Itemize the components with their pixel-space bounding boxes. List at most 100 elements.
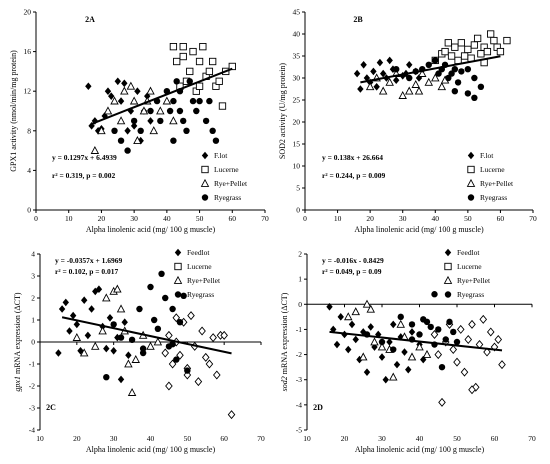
data-point (490, 36, 498, 45)
legend-marker (444, 291, 452, 298)
data-point (146, 86, 155, 95)
data-point (326, 303, 333, 311)
regression-equation: y = 0.1297x + 6.4939 (52, 153, 117, 162)
regression-stats: r² = 0.102, p = 0.017 (55, 267, 119, 276)
data-point (104, 87, 112, 95)
data-point (458, 68, 465, 75)
y-tick-label: 5 (296, 184, 300, 193)
data-point (378, 86, 388, 95)
data-point (420, 355, 427, 364)
data-point (451, 88, 459, 95)
legend-label: Lucerne (457, 262, 482, 271)
data-point (94, 127, 102, 135)
panel-2c: -4 -3 -2 -1 0 1 2 3 4 10 20 30 40 50 60 70 Alpha linolen… (13, 248, 265, 454)
y-tick-label: 8 (27, 126, 31, 135)
data-point (422, 349, 432, 358)
data-point (114, 333, 121, 342)
data-point (102, 293, 111, 302)
data-point (121, 79, 128, 88)
data-point (149, 126, 159, 135)
legend-marker (443, 275, 453, 284)
data-point (398, 90, 407, 99)
data-point (431, 291, 438, 298)
y-tick-label: 0 (298, 300, 302, 309)
data-point (209, 127, 216, 134)
data-point (473, 34, 482, 43)
data-point (146, 341, 155, 350)
data-point (73, 320, 81, 329)
y-tick-label: 10 (293, 162, 301, 171)
data-point (464, 66, 472, 73)
data-point (81, 296, 88, 304)
data-point (184, 367, 191, 374)
y-tick-label: -5 (296, 426, 302, 435)
data-point (454, 56, 462, 65)
data-point (453, 357, 461, 367)
data-point (370, 337, 379, 346)
data-point (415, 342, 424, 351)
data-point (451, 43, 459, 51)
data-point (114, 77, 121, 86)
data-point (494, 334, 503, 344)
data-point (345, 345, 352, 354)
data-point (153, 337, 163, 346)
x-tick-label: 60 (229, 214, 237, 223)
data-point (435, 326, 442, 333)
data-point (425, 61, 432, 68)
data-point (116, 304, 126, 313)
x-axis-title: Alpha linolenic acid (mg/ 100 g muscle) (354, 225, 484, 234)
y-tick-label: -2 (29, 382, 35, 391)
data-point (487, 30, 495, 38)
data-point (133, 136, 142, 145)
data-point (503, 36, 511, 45)
legend-label: Rye+Pellet (187, 276, 221, 285)
data-point (454, 79, 462, 86)
panel-label: 2A (85, 15, 95, 24)
y-tick-label: 1 (298, 275, 302, 284)
data-point (202, 117, 210, 125)
data-point (486, 327, 495, 337)
data-point (390, 346, 397, 353)
legend-label: Lucerne (187, 262, 212, 271)
data-point (173, 57, 181, 66)
data-point (170, 97, 177, 105)
data-point (407, 352, 417, 361)
data-point (62, 298, 69, 307)
data-point (172, 313, 181, 323)
data-point (116, 116, 126, 125)
data-point (103, 106, 113, 115)
regression-stats: r² = 0.244, p = 0.009 (322, 171, 386, 180)
data-point (348, 320, 356, 329)
data-point (169, 341, 176, 348)
x-axis-title: Alpha linolenic acid (mg/ 100 g muscle) (86, 225, 216, 234)
data-point (179, 43, 187, 51)
x-tick-label: 30 (110, 434, 118, 443)
x-tick-label: 70 (261, 214, 269, 223)
data-point (130, 122, 138, 130)
data-point (446, 318, 453, 326)
legend-label: Rye+Pellet (457, 276, 491, 285)
legend-marker (444, 248, 452, 257)
data-point (124, 147, 131, 154)
panel-label: 2D (313, 403, 323, 412)
regression-equation: y = -0.016x - 0.8429 (322, 256, 384, 265)
data-point (471, 74, 478, 82)
data-point (365, 82, 375, 91)
data-point (189, 97, 197, 105)
data-point (393, 66, 400, 73)
data-point (477, 50, 485, 58)
y-tick-label: 25 (293, 96, 301, 105)
data-point (117, 97, 125, 105)
x-tick-label: 30 (378, 434, 386, 443)
data-point (85, 82, 92, 91)
data-point (91, 341, 100, 350)
data-point (330, 325, 337, 334)
data-point (450, 328, 457, 336)
data-point (441, 47, 449, 56)
legend-marker (201, 194, 209, 201)
legend-marker (201, 151, 209, 160)
data-point (434, 350, 443, 360)
data-point (382, 375, 389, 384)
x-tick-label: 20 (366, 214, 374, 223)
x-tick-label: 40 (163, 214, 171, 223)
